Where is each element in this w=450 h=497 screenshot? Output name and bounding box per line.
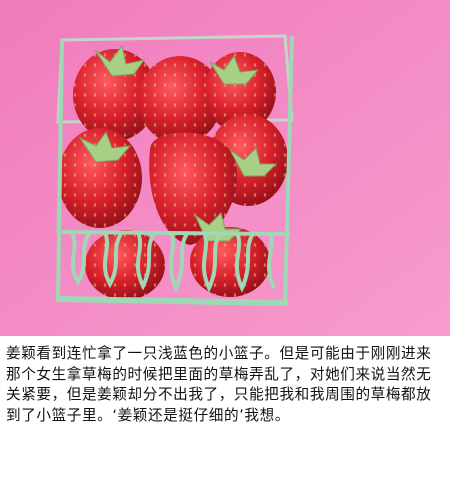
strawberry <box>149 132 237 245</box>
strawberry-basket-photo <box>0 0 450 336</box>
basket-front <box>55 35 294 307</box>
caption-text: 姜颖看到连忙拿了一只浅蓝色的小篮子。但是可能由于刚刚进来那个女生拿草梅的时候把里… <box>0 336 450 497</box>
photo-illustration <box>0 0 450 336</box>
strawberry <box>85 230 165 300</box>
strawberry <box>138 56 222 144</box>
